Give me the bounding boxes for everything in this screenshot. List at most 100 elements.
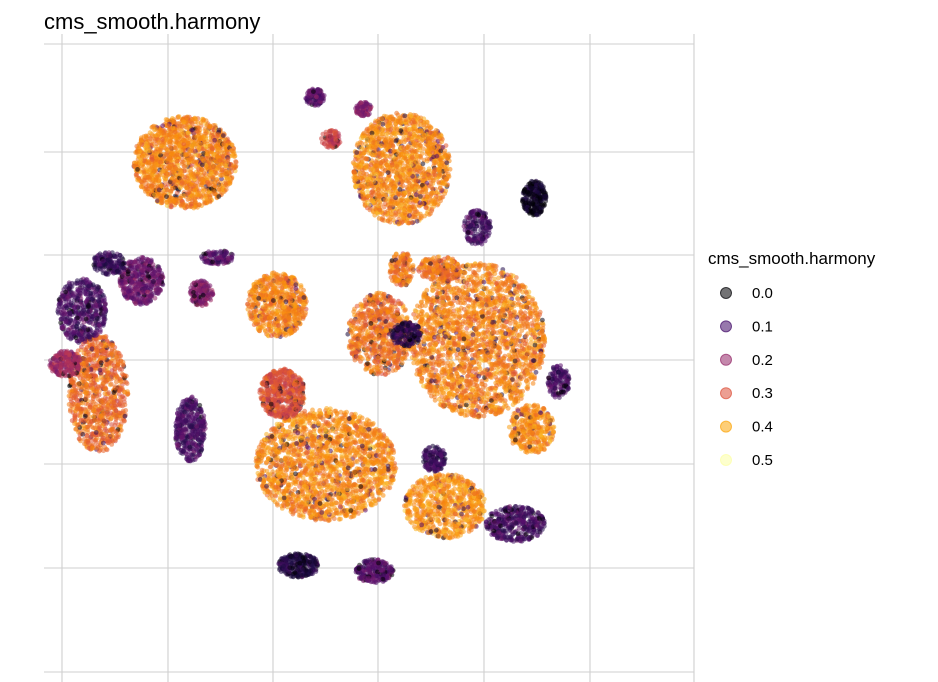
data-point bbox=[223, 163, 229, 169]
data-point bbox=[287, 300, 293, 306]
data-point bbox=[208, 180, 213, 186]
data-point bbox=[410, 139, 416, 145]
data-point bbox=[260, 323, 266, 329]
data-point bbox=[189, 127, 194, 133]
data-point bbox=[270, 306, 275, 312]
data-point bbox=[223, 187, 229, 193]
data-point bbox=[394, 170, 399, 176]
data-point bbox=[185, 130, 191, 136]
data-point bbox=[218, 167, 223, 173]
data-point bbox=[285, 280, 291, 285]
data-point bbox=[444, 386, 449, 392]
data-point bbox=[393, 211, 399, 217]
data-point bbox=[138, 157, 144, 163]
data-point bbox=[158, 159, 163, 165]
data-point bbox=[351, 169, 357, 175]
data-point bbox=[440, 194, 446, 200]
data-point bbox=[153, 126, 158, 132]
data-point bbox=[292, 277, 298, 283]
data-point bbox=[165, 123, 171, 129]
data-point bbox=[159, 183, 165, 188]
data-point bbox=[144, 166, 150, 172]
data-point bbox=[412, 308, 418, 313]
data-point bbox=[169, 117, 175, 123]
data-point bbox=[147, 136, 153, 141]
data-point bbox=[164, 200, 170, 205]
data-point bbox=[401, 207, 407, 213]
data-point bbox=[147, 130, 153, 136]
data-point bbox=[377, 178, 383, 183]
data-point bbox=[432, 172, 438, 178]
data-point bbox=[418, 194, 423, 199]
data-point bbox=[145, 186, 151, 192]
data-point bbox=[225, 158, 231, 164]
data-point bbox=[195, 124, 201, 130]
data-point bbox=[436, 179, 442, 185]
data-point bbox=[424, 119, 430, 125]
data-point bbox=[365, 193, 371, 199]
data-point bbox=[437, 169, 443, 175]
data-point bbox=[231, 163, 237, 169]
data-point bbox=[214, 177, 220, 183]
data-point bbox=[277, 299, 283, 305]
data-point bbox=[286, 315, 291, 321]
data-point bbox=[135, 167, 140, 172]
data-point bbox=[188, 182, 194, 187]
data-point bbox=[399, 179, 405, 185]
data-point bbox=[390, 202, 396, 208]
data-point bbox=[385, 131, 390, 136]
data-point bbox=[246, 303, 252, 309]
data-point bbox=[393, 138, 399, 144]
data-point bbox=[417, 200, 423, 206]
data-point bbox=[203, 130, 209, 136]
data-point bbox=[287, 328, 293, 334]
data-point bbox=[413, 185, 419, 191]
data-point bbox=[202, 126, 208, 132]
data-point bbox=[194, 134, 200, 140]
data-point bbox=[265, 277, 270, 282]
data-point bbox=[422, 213, 427, 219]
data-point bbox=[140, 153, 146, 159]
data-point bbox=[256, 295, 262, 301]
data-point bbox=[407, 207, 413, 213]
data-point bbox=[408, 197, 414, 202]
data-point bbox=[216, 194, 222, 199]
data-point bbox=[445, 381, 451, 387]
data-point bbox=[207, 124, 213, 129]
data-point bbox=[274, 328, 280, 334]
data-point bbox=[173, 196, 179, 202]
data-point bbox=[212, 183, 218, 189]
data-point bbox=[390, 116, 396, 122]
data-point bbox=[164, 194, 169, 200]
data-point bbox=[215, 132, 221, 138]
data-point bbox=[364, 137, 370, 143]
data-point bbox=[525, 386, 530, 392]
data-point bbox=[394, 177, 400, 182]
data-point bbox=[269, 282, 275, 288]
data-point bbox=[419, 378, 425, 384]
data-point bbox=[470, 303, 476, 308]
data-point bbox=[188, 166, 194, 172]
data-point bbox=[159, 143, 165, 149]
data-point bbox=[229, 153, 235, 159]
data-point bbox=[283, 332, 289, 338]
data-point bbox=[220, 133, 226, 139]
data-point bbox=[143, 180, 149, 186]
data-point bbox=[443, 152, 448, 158]
data-point bbox=[211, 164, 217, 170]
data-point bbox=[426, 166, 432, 172]
data-point bbox=[364, 200, 370, 205]
data-point bbox=[293, 282, 299, 288]
data-point bbox=[418, 143, 424, 149]
data-point bbox=[189, 121, 195, 126]
data-point bbox=[169, 204, 174, 210]
data-point bbox=[402, 113, 408, 119]
data-point bbox=[209, 145, 215, 151]
data-point bbox=[253, 283, 259, 289]
data-point bbox=[363, 184, 368, 189]
data-point bbox=[422, 186, 428, 191]
data-point bbox=[187, 156, 193, 162]
data-point bbox=[354, 176, 359, 182]
data-point bbox=[275, 275, 281, 281]
data-point bbox=[358, 183, 364, 189]
